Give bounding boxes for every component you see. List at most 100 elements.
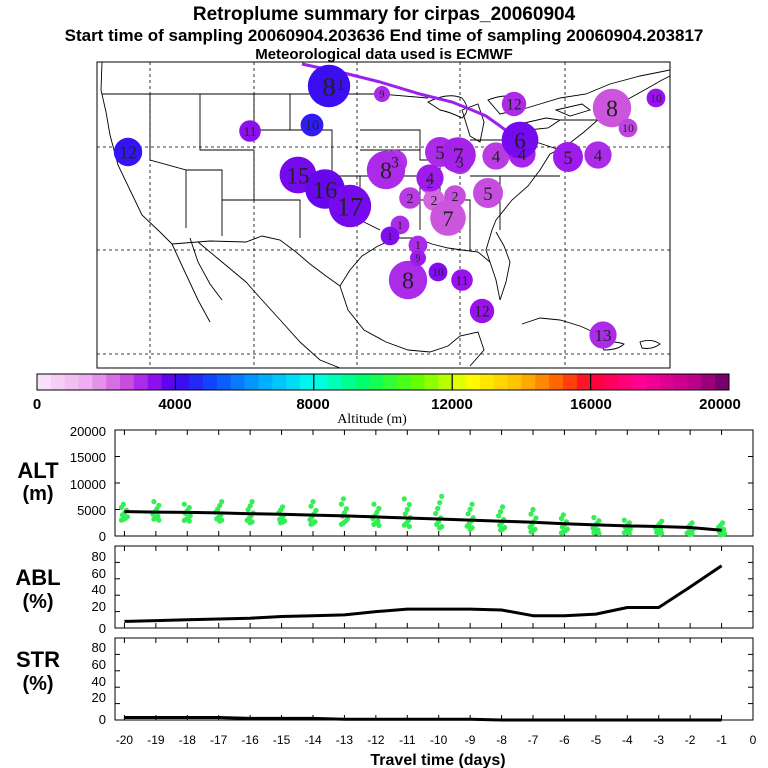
particle-point — [249, 519, 255, 525]
plume-marker — [324, 71, 350, 97]
plume-marker-label: 9 — [416, 254, 421, 265]
alt-axis-unit: (m) — [22, 483, 53, 505]
plume-marker — [399, 187, 421, 209]
plume-marker-label: 13 — [595, 326, 612, 345]
map-frame — [96, 61, 671, 369]
colorbar-swatch — [673, 374, 688, 390]
plume-marker — [482, 142, 510, 170]
plume-marker — [592, 88, 632, 128]
particle-point — [469, 525, 475, 531]
x-axis-label: Travel time (days) — [370, 752, 505, 768]
x-tick-label: -18 — [179, 733, 197, 747]
particle-point — [532, 526, 538, 532]
plume-marker — [589, 321, 617, 349]
colorbar-swatch — [299, 374, 315, 390]
plume-marker — [440, 137, 476, 173]
x-tick-labels: -20 -19 -18 -17 -16 -15 -14 -13 -12 -11 -10 -9 -8 -7-… — [116, 733, 757, 747]
particle-point — [280, 504, 286, 510]
plume-marker-label: 5 — [563, 148, 572, 169]
particle-point — [591, 514, 597, 521]
plume-marker-label: 8 — [380, 159, 392, 185]
plume-marker-label: 15 — [287, 163, 310, 188]
x-tick-label: -12 — [367, 733, 385, 747]
colorbar-swatch — [258, 374, 273, 390]
particle-point — [187, 513, 193, 519]
x-tick-label: -4 — [622, 733, 633, 747]
abl-y-tick-label: 20 — [92, 599, 106, 614]
sampling-times: Start time of sampling 20060904.203636 E… — [64, 26, 704, 45]
particle-point — [469, 501, 475, 507]
plume-marker — [428, 262, 448, 282]
colorbar-swatch — [203, 374, 218, 390]
colorbar-swatch — [632, 374, 647, 390]
abl-y-tick-label: 80 — [92, 549, 106, 564]
x-tick-label: -6 — [559, 733, 570, 747]
x-tick-label: -9 — [465, 733, 476, 747]
particle-point — [720, 520, 726, 526]
particle-point — [496, 513, 502, 519]
plume-marker-label: 6 — [514, 128, 526, 153]
particle-point — [437, 500, 443, 506]
altitude-colorbar: 0 4000 8000 12000 16000 20000 Altitude (… — [33, 373, 741, 427]
plume-marker — [553, 142, 583, 172]
particle-point — [433, 510, 439, 517]
series-line — [124, 510, 722, 532]
particle-point — [498, 509, 504, 515]
colorbar-swatch — [286, 374, 301, 390]
plume-marker — [618, 118, 638, 138]
x-tick-label: -3 — [653, 733, 664, 747]
colorbar-tick-marks — [174, 374, 592, 390]
alt-y-tick-label: 5000 — [77, 503, 106, 518]
alt-panel: ALT (m) 20000 15000 10000 5000 0 — [17, 424, 754, 544]
plume-marker-label: 1 — [415, 238, 421, 252]
colorbar-swatch — [424, 374, 439, 390]
particle-point — [621, 517, 627, 523]
colorbar-swatch — [410, 374, 425, 390]
particle-point — [120, 501, 126, 507]
colorbar-swatch — [64, 374, 79, 390]
particle-point — [596, 518, 602, 524]
colorbar-swatch — [120, 374, 135, 390]
colorbar-tick-label: 0 — [33, 396, 41, 413]
x-tick-label: -5 — [591, 733, 602, 747]
abl-panel-frame — [114, 545, 754, 629]
alt-scatter-points — [118, 493, 728, 538]
colorbar-swatch — [383, 374, 398, 390]
colorbar-swatch — [161, 374, 176, 390]
particle-point — [217, 502, 223, 509]
particle-point — [402, 511, 408, 517]
plume-marker — [416, 164, 444, 192]
plume-marker-label: 4 — [518, 145, 527, 164]
colorbar-swatch — [521, 374, 536, 390]
plume-marker — [113, 137, 143, 167]
particle-point — [406, 501, 412, 508]
particle-point — [659, 518, 665, 524]
particle-point — [310, 499, 316, 505]
alt-axis-ticks — [115, 430, 754, 536]
plume-marker-label: 11 — [244, 124, 257, 139]
colorbar-swatch — [175, 374, 190, 390]
colorbar-tick-label: 20000 — [699, 396, 741, 413]
colorbar-label: Altitude (m) — [337, 412, 407, 427]
colorbar-swatch — [493, 374, 508, 390]
alt-y-tick-label: 15000 — [70, 450, 106, 465]
x-tick-label: 0 — [750, 733, 757, 747]
met-data-line: Meteorological data used is ECMWF — [255, 46, 513, 63]
str-panel: STR (%) 80 60 40 20 0 -20 -19 -18 -17 -16 -15… — [16, 637, 757, 768]
x-tick-label: -8 — [496, 733, 507, 747]
str-y-tick-label: 0 — [99, 712, 106, 727]
colorbar-swatch — [590, 374, 605, 390]
abl-panel: ABL (%) 80 60 40 20 0 — [15, 545, 754, 636]
particle-point — [181, 501, 187, 507]
particle-point — [344, 516, 350, 522]
plume-marker — [300, 113, 324, 137]
abl-y-tick-label: 0 — [99, 621, 106, 636]
str-panel-frame — [114, 637, 754, 721]
colorbar-swatch — [106, 374, 121, 390]
particle-point — [721, 526, 727, 533]
particle-point — [404, 506, 410, 513]
colorbar-tick-label: 8000 — [296, 396, 329, 413]
colorbar-swatch — [244, 374, 259, 390]
plume-marker — [366, 150, 406, 190]
